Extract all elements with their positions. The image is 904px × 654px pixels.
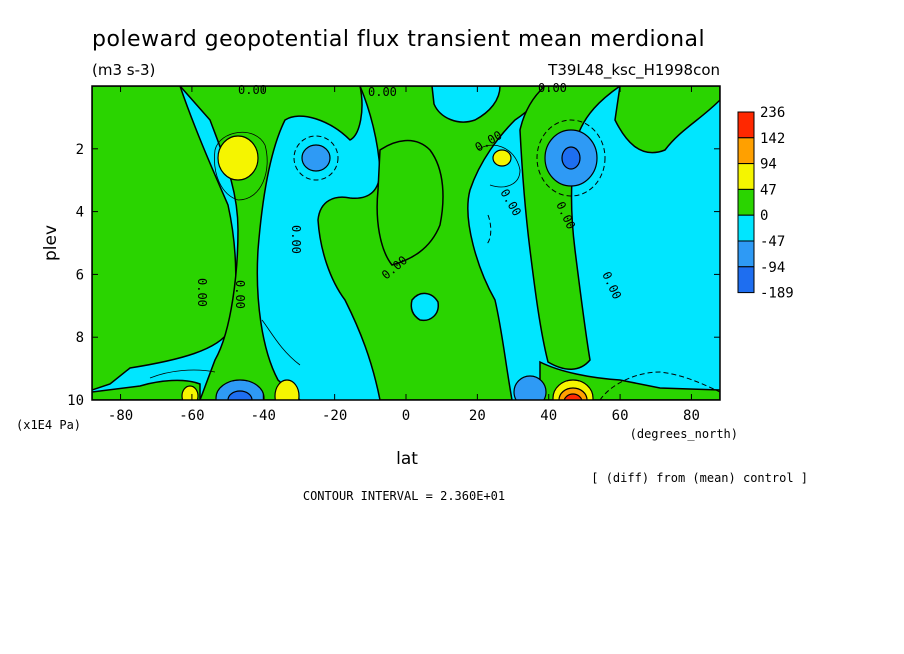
x-tick-label: -80 bbox=[108, 408, 133, 424]
x-axis: -80 -60 -40 -20 0 20 40 60 80 bbox=[108, 86, 700, 424]
cell-subtropical-upper-positive bbox=[492, 149, 512, 167]
cell-nh-upper-negative-inner bbox=[561, 146, 581, 170]
x-axis-unit: (degrees_north) bbox=[630, 427, 738, 441]
contour-label: 0.00 bbox=[368, 85, 397, 99]
y-tick-label: 2 bbox=[76, 142, 84, 158]
cell-sh-surface-negative-outer bbox=[215, 379, 265, 400]
region-sh-midlat-positive bbox=[178, 86, 363, 400]
region-nh-polar-positive bbox=[614, 86, 720, 154]
anomaly-cells bbox=[181, 129, 598, 400]
colorbar-swatch bbox=[737, 111, 755, 139]
contour-label: 0.00 bbox=[233, 280, 247, 309]
x-tick-label: 0 bbox=[402, 408, 410, 424]
x-tick-label: 60 bbox=[612, 408, 629, 424]
colorbar-swatch bbox=[737, 137, 755, 165]
thin-contour-sh-mid bbox=[149, 369, 216, 379]
thin-contour-sh-upper bbox=[214, 131, 268, 201]
experiment-label: T39L48_ksc_H1998con bbox=[547, 61, 720, 80]
x-tick-label: -20 bbox=[322, 408, 347, 424]
island-tropical-negative bbox=[410, 292, 439, 322]
region-tropical-upper-positive bbox=[376, 139, 444, 266]
contour-label: 0.00 bbox=[538, 81, 567, 95]
colorbar-label: 94 bbox=[760, 157, 777, 173]
x-tick-label: 40 bbox=[540, 408, 557, 424]
contour-label: 0.00 bbox=[238, 83, 267, 97]
chart-units: (m3 s-3) bbox=[92, 61, 155, 79]
cell-sh-surface-positive-west bbox=[181, 385, 199, 400]
y-axis-label: plev bbox=[41, 225, 61, 261]
dashed-contour-nh-upper bbox=[536, 119, 606, 197]
region-sh-surface-positive bbox=[92, 379, 201, 400]
cell-nh-surface-positive-3 bbox=[563, 393, 583, 400]
cell-sh-surface-negative-inner bbox=[227, 390, 253, 400]
dashed-contour-nh-surface bbox=[599, 371, 720, 400]
colorbar-label: 142 bbox=[760, 131, 785, 147]
x-tick-label: -60 bbox=[179, 408, 204, 424]
dashed-contour-sh-upper bbox=[293, 135, 339, 181]
colorbar-swatch bbox=[737, 266, 755, 294]
cell-sh-upper-negative bbox=[301, 144, 331, 172]
x-tick-label: 20 bbox=[469, 408, 486, 424]
x-axis-label: lat bbox=[396, 449, 418, 469]
y-axis-unit: (x1E4 Pa) bbox=[16, 418, 81, 432]
negative-islands bbox=[410, 86, 501, 322]
cell-sh-surface-positive bbox=[274, 379, 300, 400]
y-axis: 2 4 6 8 10 bbox=[67, 142, 720, 409]
dashed-contours bbox=[293, 119, 720, 400]
y-tick-label: 4 bbox=[76, 205, 84, 221]
y-tick-label: 8 bbox=[76, 330, 84, 346]
island-eq-upper-negative bbox=[431, 86, 501, 123]
thin-contour-subtropics bbox=[477, 144, 521, 188]
plot-area bbox=[92, 86, 720, 400]
y-tick-label: 10 bbox=[67, 393, 84, 409]
x-tick-label: -40 bbox=[251, 408, 276, 424]
colorbar-label: 47 bbox=[760, 182, 777, 198]
cell-sh-upper-positive bbox=[217, 135, 259, 181]
thin-contours bbox=[149, 131, 521, 379]
colorbar-label: 0 bbox=[760, 208, 768, 224]
colorbar-swatch bbox=[737, 240, 755, 268]
y-tick-label: 6 bbox=[76, 267, 84, 283]
contour-label: 0.00 bbox=[289, 225, 303, 254]
colorbar: 236 142 94 47 0 -47 -94 -189 bbox=[737, 105, 794, 302]
colorbar-swatch bbox=[737, 163, 755, 190]
colorbar-swatch bbox=[737, 188, 755, 216]
chart-title: poleward geopotential flux transient mea… bbox=[92, 27, 705, 52]
region-tropical-positive bbox=[317, 86, 546, 400]
contour-interval: CONTOUR INTERVAL = 2.360E+01 bbox=[303, 489, 505, 503]
cell-nh-surface-negative bbox=[513, 375, 547, 400]
colorbar-label: -189 bbox=[760, 286, 794, 302]
colorbar-label: 236 bbox=[760, 105, 785, 121]
thin-contour-sh-sfc bbox=[261, 319, 301, 366]
x-tick-label: 80 bbox=[683, 408, 700, 424]
comparison-note: [ (diff) from (mean) control ] bbox=[591, 471, 808, 485]
colorbar-label: -94 bbox=[760, 260, 785, 276]
contour-label: 0.00 bbox=[195, 278, 209, 307]
colorbar-label: -47 bbox=[760, 234, 785, 250]
colorbar-swatch bbox=[737, 214, 755, 242]
dashed-contour-sub bbox=[485, 214, 492, 246]
